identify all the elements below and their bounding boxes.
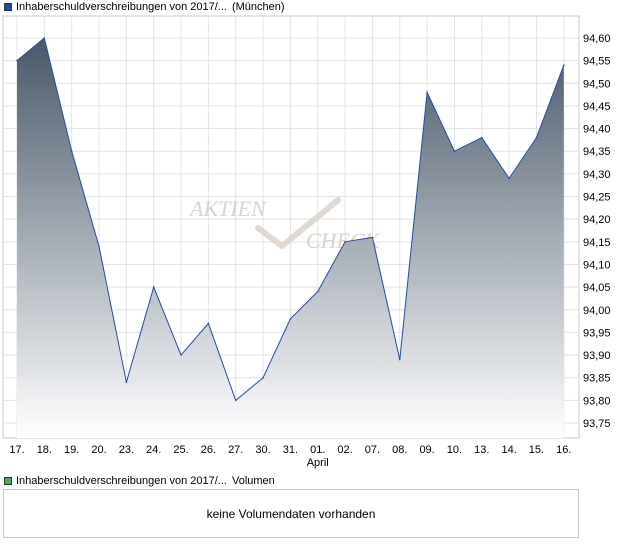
price-area <box>17 38 564 438</box>
y-tick-label: 94,55 <box>583 56 611 68</box>
data-point <box>234 399 237 402</box>
x-tick-label: 13. <box>474 444 489 456</box>
data-point <box>207 322 210 325</box>
main-legend: Inhaberschuldverschreibungen von 2017/..… <box>4 0 285 14</box>
data-point <box>480 136 483 139</box>
x-tick-label: 10. <box>447 444 462 456</box>
x-tick-label: 30. <box>255 444 270 456</box>
y-tick-label: 94,15 <box>583 237 611 249</box>
x-tick-label: 31. <box>283 444 298 456</box>
x-tick-label: 02. <box>337 444 352 456</box>
x-tick-label: 09. <box>419 444 434 456</box>
y-tick-label: 94,45 <box>583 101 611 113</box>
x-tick-label: 26. <box>201 444 216 456</box>
y-tick-label: 93,85 <box>583 373 611 385</box>
volume-series-swatch <box>4 477 12 485</box>
x-tick-label: 16. <box>556 444 571 456</box>
data-point <box>70 150 73 153</box>
y-tick-label: 94,50 <box>583 78 611 90</box>
volume-legend: Inhaberschuldverschreibungen von 2017/..… <box>4 474 275 488</box>
y-tick-label: 94,05 <box>583 282 611 294</box>
data-point <box>98 245 100 248</box>
y-tick-label: 94,60 <box>583 33 611 45</box>
y-tick-label: 93,80 <box>583 395 611 407</box>
main-series-swatch <box>4 3 12 11</box>
price-chart: AKTIEN CHECK 93,7593,8093,8593,9093,9594… <box>2 15 611 469</box>
data-point <box>262 376 264 379</box>
x-tick-label: 25. <box>173 444 188 456</box>
volume-label: Volumen <box>231 475 275 487</box>
x-tick-label: 18. <box>37 444 52 456</box>
data-point <box>426 91 428 94</box>
exchange-label: (München) <box>231 1 285 13</box>
x-tick-label: 19. <box>64 444 79 456</box>
watermark-checkmark-icon <box>255 197 341 249</box>
month-label: April <box>307 457 329 469</box>
data-point <box>289 318 292 320</box>
y-tick-label: 93,90 <box>583 350 611 362</box>
x-tick-label: 27. <box>228 444 243 456</box>
data-points <box>16 37 565 402</box>
volume-series-name: Inhaberschuldverschreibungen von 2017/..… <box>16 475 227 487</box>
y-tick-label: 94,35 <box>583 146 611 158</box>
watermark-aktien: AKTIEN <box>188 196 267 221</box>
data-point <box>180 354 182 356</box>
x-tick-label: 20. <box>91 444 106 456</box>
data-point <box>125 381 128 384</box>
y-tick-label: 94,10 <box>583 259 611 271</box>
x-tick-label: 08. <box>392 444 407 456</box>
y-tick-label: 94,25 <box>583 192 611 204</box>
x-tick-label: 15. <box>529 444 544 456</box>
x-tick-label: 07. <box>365 444 380 456</box>
data-point <box>398 358 401 361</box>
y-tick-label: 94,40 <box>583 124 611 136</box>
volume-panel: keine Volumendaten vorhanden <box>3 489 579 538</box>
x-axis-labels: 17. 18. 19. 20. 23. 24. 25. 26. 27. 30. 31. 01. 02. 0… <box>9 444 571 456</box>
y-tick-label: 94,20 <box>583 214 611 226</box>
data-point <box>508 177 510 180</box>
x-tick-label: 23. <box>119 444 134 456</box>
data-point <box>43 37 46 39</box>
data-point <box>344 241 346 243</box>
data-point <box>316 290 319 293</box>
y-axis-labels: 93,75 93,80 93,85 93,90 93,95 94,00 94,05 94,10… <box>583 33 611 430</box>
y-tick-label: 93,75 <box>583 418 611 430</box>
data-point <box>152 286 155 288</box>
x-tick-label: 01. <box>310 444 325 456</box>
y-tick-label: 94,00 <box>583 305 611 317</box>
data-point <box>453 150 456 153</box>
data-point <box>371 236 374 239</box>
x-tick-label: 17. <box>9 444 24 456</box>
data-point <box>16 59 18 62</box>
main-series-name: Inhaberschuldverschreibungen von 2017/..… <box>16 1 227 13</box>
y-tick-label: 93,95 <box>583 327 611 339</box>
data-point <box>563 64 565 66</box>
y-tick-label: 94,30 <box>583 169 611 181</box>
x-tick-label: 24. <box>146 444 161 456</box>
x-tick-label: 14. <box>501 444 516 456</box>
data-point <box>535 136 538 139</box>
no-volume-message: keine Volumendaten vorhanden <box>206 506 376 521</box>
